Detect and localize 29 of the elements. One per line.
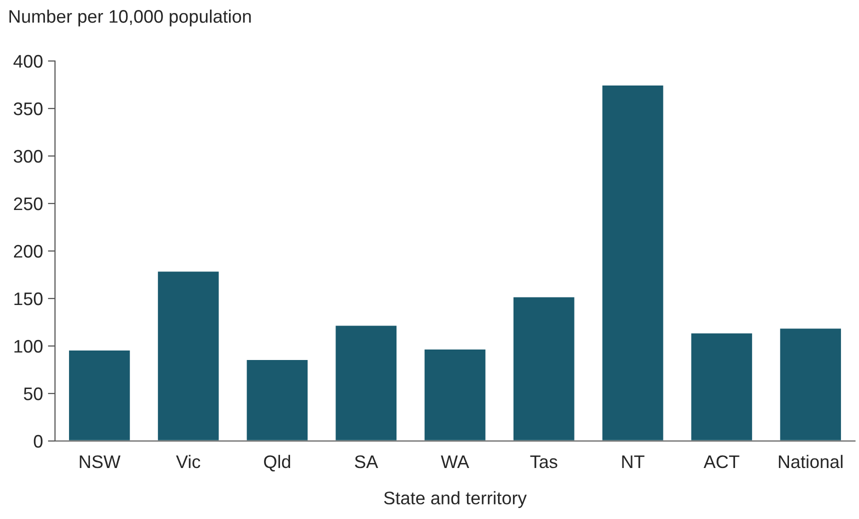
bar bbox=[778, 327, 842, 441]
bar bbox=[600, 84, 665, 441]
bar bbox=[423, 348, 487, 441]
y-tick-label: 300 bbox=[14, 150, 42, 163]
y-tick-label: 200 bbox=[14, 244, 42, 258]
y-tick-label: 350 bbox=[14, 102, 42, 116]
bar bbox=[334, 324, 398, 441]
x-tick-label: SA bbox=[354, 455, 378, 468]
x-tick-label: Vic bbox=[176, 454, 200, 468]
x-tick-label: ACT bbox=[704, 455, 740, 468]
bar bbox=[156, 270, 220, 441]
y-tick-label: 150 bbox=[14, 292, 42, 306]
y-tick-label: 0 bbox=[34, 434, 42, 448]
y-axis-title: Number per 10,000 population bbox=[9, 10, 251, 26]
x-axis-title: State and territory bbox=[384, 491, 527, 508]
bar bbox=[245, 358, 310, 441]
x-tick-label: WA bbox=[440, 456, 470, 468]
y-tick-label: 100 bbox=[14, 340, 42, 353]
x-tick-label: NT bbox=[622, 456, 644, 468]
x-tick-label: Tas bbox=[530, 456, 558, 468]
bar bbox=[512, 296, 576, 441]
y-tick-label: 250 bbox=[14, 197, 42, 210]
y-tick-label: 50 bbox=[24, 387, 42, 400]
bar bbox=[690, 332, 754, 441]
x-tick-label: NSW bbox=[80, 455, 120, 468]
x-tick-label: National bbox=[778, 454, 842, 468]
y-tick-label: 400 bbox=[13, 54, 42, 68]
bar bbox=[68, 349, 132, 441]
x-tick-label: Qld bbox=[264, 454, 290, 472]
